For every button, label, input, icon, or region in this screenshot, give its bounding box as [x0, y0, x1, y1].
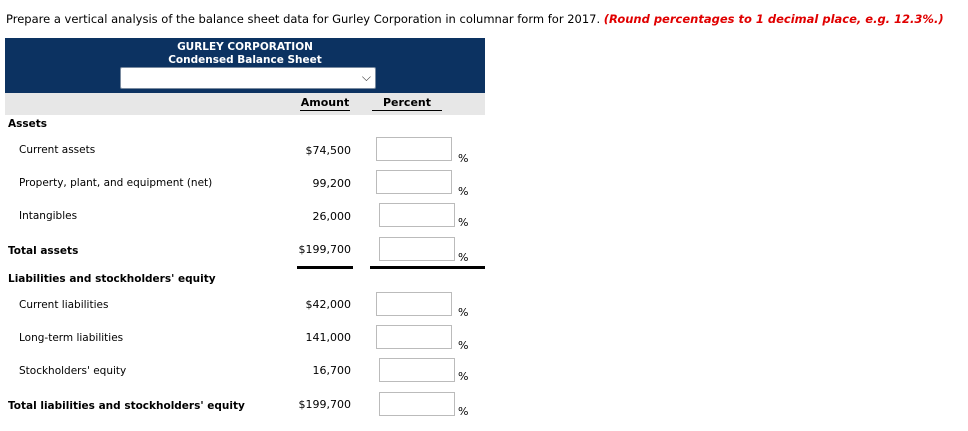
percent-sign: % [458, 306, 469, 319]
row-label-ppe: Property, plant, and equipment (net) [19, 177, 213, 189]
row-label-long-term-liabilities: Long-term liabilities [19, 332, 124, 344]
percent-input-current-assets[interactable] [376, 137, 452, 161]
percent-column-header: Percent [372, 96, 442, 111]
amount-current-assets: $74,500 [305, 144, 352, 157]
instruction: Prepare a vertical analysis of the balan… [6, 12, 944, 26]
double-underline-percent [370, 266, 485, 269]
amount-current-liabilities: $42,000 [305, 298, 352, 311]
row-label-total-assets: Total assets [8, 245, 79, 257]
percent-sign: % [458, 251, 469, 264]
percent-input-total-assets[interactable] [379, 237, 455, 261]
percent-sign: % [458, 405, 469, 418]
double-underline-amount [297, 266, 353, 269]
percent-input-ppe[interactable] [376, 170, 452, 194]
percent-sign: % [458, 216, 469, 229]
percent-input-long-term-liabilities[interactable] [376, 325, 452, 349]
chevron-down-icon: ⌵ [361, 70, 371, 84]
company-name: GURLEY CORPORATION [177, 41, 313, 53]
statement-title: Condensed Balance Sheet [168, 54, 322, 66]
instruction-text: Prepare a vertical analysis of the balan… [6, 12, 601, 26]
percent-input-total-liabilities-equity[interactable] [379, 392, 455, 416]
row-label-current-liabilities: Current liabilities [19, 299, 109, 311]
amount-ppe: 99,200 [312, 177, 352, 190]
row-label-stockholders-equity: Stockholders' equity [19, 365, 127, 377]
row-label-current-assets: Current assets [19, 144, 96, 156]
liabilities-section-heading: Liabilities and stockholders' equity [8, 273, 216, 285]
amount-column-header: Amount [300, 96, 350, 111]
amount-intangibles: 26,000 [312, 210, 352, 223]
rounding-hint: (Round percentages to 1 decimal place, e… [603, 12, 944, 26]
statement-header: GURLEY CORPORATION Condensed Balance She… [5, 38, 485, 93]
amount-stockholders-equity: 16,700 [312, 364, 352, 377]
row-label-intangibles: Intangibles [19, 210, 78, 222]
amount-total-assets: $199,700 [298, 243, 352, 256]
amount-long-term-liabilities: 141,000 [305, 331, 352, 344]
percent-sign: % [458, 152, 469, 165]
percent-input-intangibles[interactable] [379, 203, 455, 227]
percent-sign: % [458, 339, 469, 352]
percent-input-stockholders-equity[interactable] [379, 358, 455, 382]
amount-total-liabilities-equity: $199,700 [298, 398, 352, 411]
column-header-row: Amount Percent [5, 93, 485, 115]
period-select[interactable]: ⌵ [120, 67, 376, 89]
percent-sign: % [458, 185, 469, 198]
percent-input-current-liabilities[interactable] [376, 292, 452, 316]
percent-sign: % [458, 370, 469, 383]
row-label-total-liabilities-equity: Total liabilities and stockholders' equi… [8, 400, 245, 412]
assets-section-heading: Assets [8, 118, 48, 130]
